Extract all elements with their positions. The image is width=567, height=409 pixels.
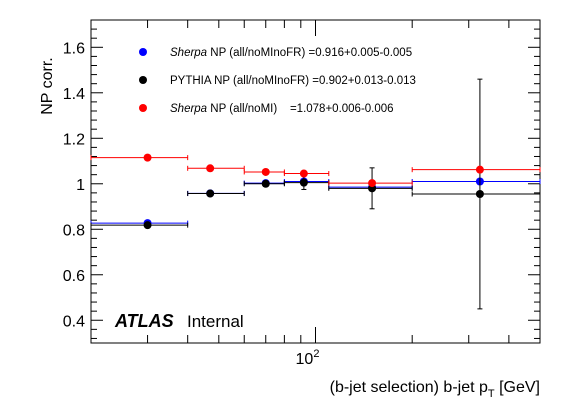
atlas-label: ATLAS (114, 311, 174, 331)
legend-entry: PYTHIA NP (all/noMInoFR) =0.902+0.013-0.… (170, 75, 416, 87)
marker (206, 164, 215, 173)
data-point (411, 78, 541, 310)
x-tick-label: 102 (296, 348, 320, 368)
data-point (328, 179, 413, 188)
legend: Sherpa NP (all/noMInoFR) =0.916+0.005-0.… (139, 47, 416, 115)
y-tick-label: 1 (76, 177, 85, 194)
legend-entry-italic: Sherpa (170, 103, 207, 115)
data-point (243, 179, 285, 188)
data-point (90, 153, 189, 162)
x-tick-label-base: 10 (296, 351, 314, 368)
series-2 (90, 153, 541, 188)
data-series (90, 78, 541, 310)
legend-entry: Sherpa NP (all/noMInoFR) =0.916+0.005-0.… (170, 47, 412, 59)
legend-entry: Sherpa NP (all/noMI) =1.078+0.006-0.006 (170, 103, 394, 115)
series-0 (90, 177, 541, 228)
legend-entry-text: PYTHIA NP (all/noMInoFR) =0.902+0.013-0.… (170, 75, 416, 87)
data-point (187, 189, 245, 198)
internal-label: Internal (187, 312, 244, 331)
data-point (283, 169, 330, 178)
marker (475, 190, 484, 199)
marker (475, 165, 484, 174)
legend-entry-text: NP (all/noMI) =1.078+0.006-0.006 (207, 103, 393, 115)
y-tick-label: 1.2 (63, 131, 85, 148)
data-point (328, 167, 413, 210)
y-tick-label: 0.8 (63, 222, 85, 239)
x-axis-title-unit: [GeV] (495, 379, 540, 396)
data-point (187, 164, 245, 173)
marker (143, 221, 152, 230)
legend-marker (139, 104, 147, 112)
data-point (243, 167, 285, 176)
y-tick-label: 1.6 (63, 40, 85, 57)
x-axis: 102 (90, 20, 541, 368)
legend-marker (139, 48, 147, 56)
y-tick-label: 0.6 (63, 268, 85, 285)
legend-entry-italic: Sherpa (170, 47, 207, 59)
x-tick-label-exponent: 2 (313, 348, 319, 360)
x-axis-title: (b-jet selection) b-jet pT [GeV] (330, 379, 540, 400)
data-point (90, 221, 189, 230)
x-axis-title-main: (b-jet selection) b-jet p (330, 379, 488, 396)
legend-entry-text: NP (all/noMInoFR) =0.916+0.005-0.005 (207, 47, 412, 59)
legend-marker (139, 76, 147, 84)
data-point (411, 177, 541, 186)
y-tick-label: 1.4 (63, 86, 85, 103)
data-point (90, 219, 189, 228)
marker (368, 179, 377, 188)
marker (261, 179, 270, 188)
data-point (411, 165, 541, 174)
y-axis: 0.4 0.6 0.8 1 1.2 1.4 1.6 (63, 28, 540, 339)
y-axis-title: NP corr. (39, 57, 56, 115)
marker (143, 153, 152, 162)
marker (299, 169, 308, 178)
series-1 (90, 78, 541, 310)
x-axis-title-subscript: T (488, 388, 495, 400)
marker (261, 167, 270, 176)
marker (299, 178, 308, 187)
y-tick-label: 0.4 (63, 313, 85, 330)
data-point (283, 175, 330, 190)
marker (206, 189, 215, 198)
